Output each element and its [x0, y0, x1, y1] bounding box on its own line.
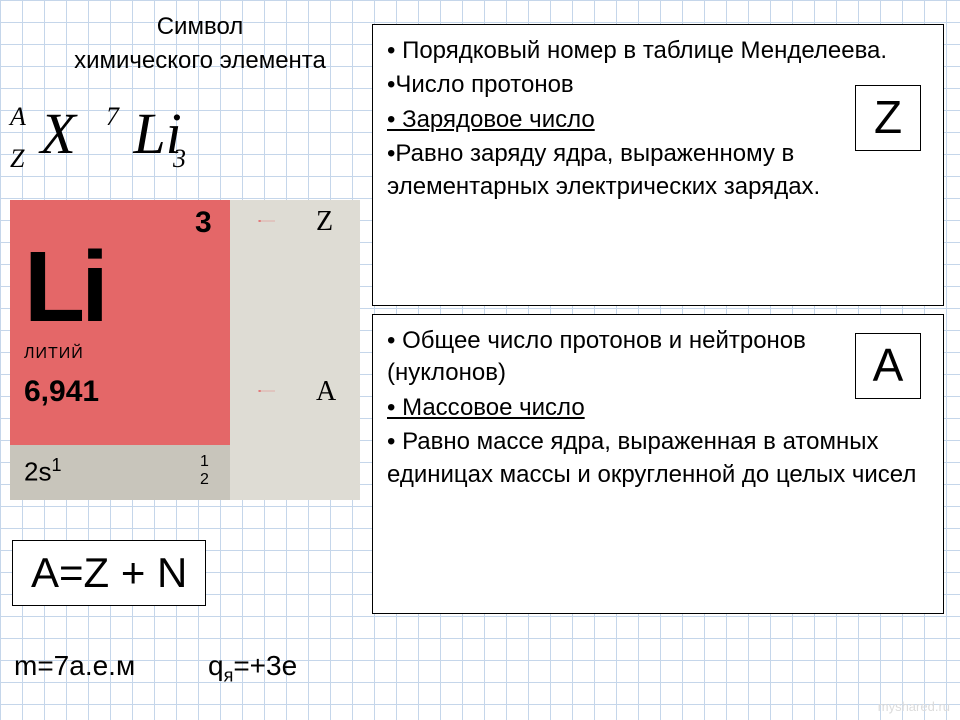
notation-A: A: [10, 102, 26, 131]
notation-ex-mass: 7: [106, 102, 119, 131]
bottom-charge: qя=+3e: [208, 650, 297, 687]
shell-numbers: 1 2: [200, 453, 209, 488]
badge-a: A: [855, 333, 921, 399]
badge-z: Z: [855, 85, 921, 151]
arrow-label-a: A: [316, 376, 336, 408]
isotope-notation: A X7 Li Z 3: [10, 100, 360, 190]
atomic-mass: 6,941: [24, 375, 99, 409]
atomic-number: 3: [195, 206, 212, 240]
title-line-2: химического элемента: [50, 44, 350, 78]
charge-sub: я: [224, 666, 234, 686]
z-line-3: • Зарядовое число: [387, 104, 929, 136]
notation-X: X: [40, 101, 75, 166]
watermark: myshared.ru: [878, 699, 950, 714]
arrow-label-z: Z: [316, 206, 333, 238]
charge-pre: q: [208, 650, 224, 681]
arrow-a-icon: [224, 390, 309, 392]
z-line-1: • Порядковый номер в таблице Менделеева.: [387, 35, 929, 67]
z-line-2: •Число протонов: [387, 69, 929, 101]
z-line-4: •Равно заряду ядра, выраженному в элемен…: [387, 138, 929, 203]
a-line-2: • Массовое число: [387, 392, 929, 424]
element-tile: 3 Li ЛИТИЙ 6,941 2s1 1 2 Z A: [10, 200, 360, 500]
notation-Z: Z: [10, 144, 24, 174]
electron-config: 2s1: [24, 455, 61, 488]
title-line-1: Символ: [50, 10, 350, 44]
shell-2: 2: [200, 471, 209, 489]
tile-pink: 3 Li ЛИТИЙ 6,941: [10, 200, 230, 445]
element-name: ЛИТИЙ: [24, 345, 84, 363]
shell-1: 1: [200, 453, 209, 471]
formula-box: A=Z + N: [12, 540, 206, 606]
a-line-1: • Общее число протонов и нейтронов (нукл…: [387, 325, 929, 390]
charge-post: =+3e: [233, 650, 297, 681]
element-symbol: Li: [24, 230, 105, 345]
box-a: • Общее число протонов и нейтронов (нукл…: [372, 314, 944, 614]
a-line-3: • Равно массе ядра, выраженная в атомных…: [387, 426, 929, 491]
config-base: 2s: [24, 457, 51, 487]
title-block: Символ химического элемента: [50, 10, 350, 77]
bottom-mass: m=7а.е.м: [14, 650, 135, 682]
box-z: • Порядковый номер в таблице Менделеева.…: [372, 24, 944, 306]
config-sup: 1: [51, 455, 61, 475]
arrow-z-icon: [224, 220, 309, 222]
tile-grey-bottom: 2s1 1 2: [10, 445, 230, 500]
notation-ex-z: 3: [173, 144, 186, 174]
